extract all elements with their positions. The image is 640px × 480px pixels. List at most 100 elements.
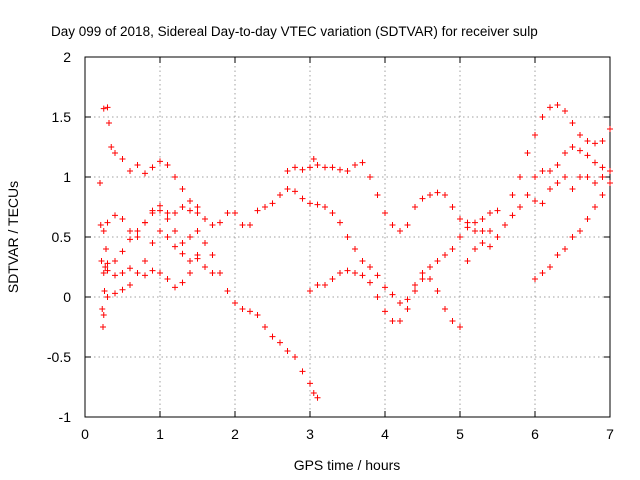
data-point [104,104,111,111]
data-point [322,164,328,171]
data-point [562,108,568,114]
data-point [209,252,216,258]
data-point [299,368,306,375]
data-point [172,243,178,250]
data-point [112,272,118,279]
x-tick-label: 2 [231,426,239,442]
data-point [517,204,523,210]
data-point [179,279,186,286]
data-point [329,210,336,216]
data-point [202,240,208,246]
data-point [562,150,568,156]
series-track-j [97,180,109,330]
data-point [157,228,163,234]
data-point [532,276,538,282]
data-point [352,246,358,252]
data-point [359,272,366,279]
data-point [119,286,126,293]
data-point [329,276,336,282]
data-point [562,246,568,252]
tick-label-layer: 0 1 2 3 4 5 6 7 -1 -0.5 0 0.5 1 1.5 2 [47,49,614,442]
data-point [284,186,291,192]
data-point [599,138,606,144]
data-point [382,308,388,315]
data-point [427,276,433,282]
data-point [119,248,126,255]
data-point [314,162,321,168]
data-point [307,200,313,207]
data-point [239,222,246,228]
data-point [217,270,223,276]
data-point [307,380,313,387]
data-point [172,284,178,291]
data-point [179,250,186,257]
data-point [127,236,133,243]
data-point [202,216,208,222]
data-point [367,264,373,270]
data-point [127,168,133,174]
data-point [479,240,486,246]
data-point [269,333,276,340]
data-point [569,234,576,240]
y-tick-label: -1 [59,409,72,425]
series-track-c [100,144,613,306]
data-point [142,258,148,264]
data-point [569,186,576,192]
data-point [172,174,178,180]
data-point [547,264,553,270]
data-point [494,207,501,214]
data-point [277,339,283,346]
data-point [434,189,441,196]
data-point [344,267,351,274]
data-point [337,219,343,226]
data-point [164,162,171,168]
data-point [427,192,433,198]
x-tick-label: 0 [81,426,89,442]
data-point [382,284,388,291]
data-point [187,198,193,204]
data-point [164,276,171,282]
data-point [344,168,351,174]
data-point [299,195,306,202]
data-point [344,234,351,240]
data-point [509,212,516,219]
data-point [292,354,298,360]
data-point [202,264,208,270]
data-point [314,282,321,288]
data-point [359,159,366,166]
data-point [149,240,156,246]
data-point [419,195,426,202]
data-point [187,270,193,276]
data-point [404,296,411,303]
data-point [607,180,613,186]
data-point [374,272,381,279]
series-track-e [104,252,201,291]
data-point [442,252,448,258]
data-point [592,159,598,166]
data-point [157,270,163,276]
data-point [584,174,591,180]
data-point [157,158,163,165]
data-point [554,162,561,168]
data-point [314,201,321,208]
data-point [547,168,553,174]
data-point [194,210,201,216]
data-point [434,258,441,264]
data-point [112,150,118,156]
data-point [100,228,107,234]
data-point [119,156,126,162]
data-point [569,144,576,150]
data-point [607,168,613,174]
data-point [104,267,111,274]
data-point [172,228,178,234]
tick-layer [84,56,611,418]
data-point [112,258,118,264]
data-point [187,207,193,214]
data-point [389,222,396,228]
data-point [247,222,253,228]
data-point [532,198,538,204]
data-point [239,306,246,312]
data-point [100,324,106,330]
data-point [599,164,606,171]
data-point [209,270,216,276]
